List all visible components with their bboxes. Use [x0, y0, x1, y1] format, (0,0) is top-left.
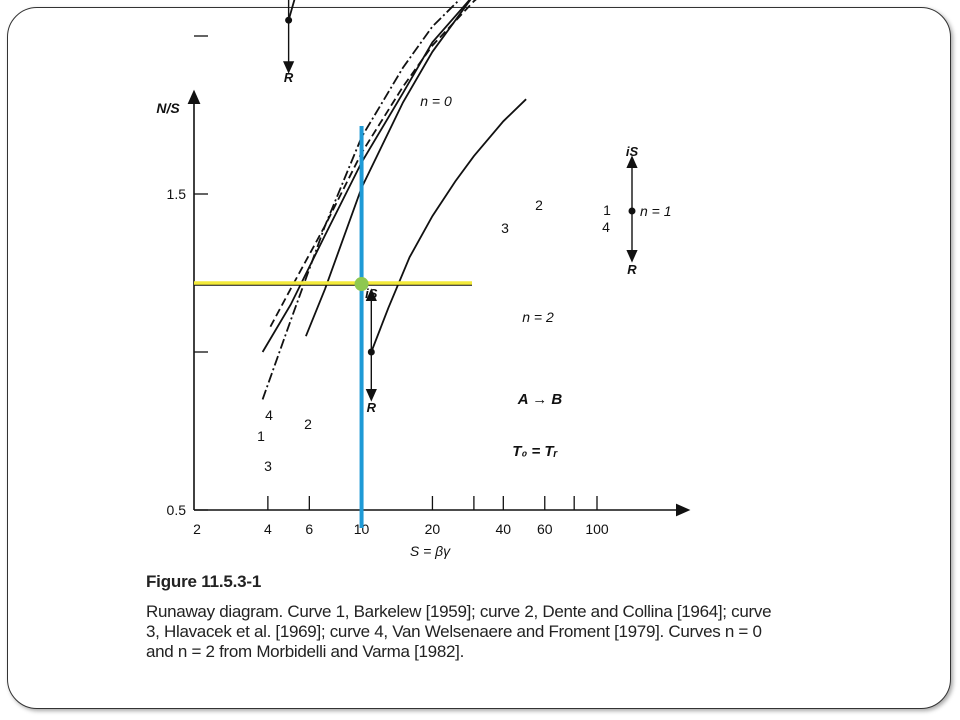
y-axis-label: N/S: [156, 100, 180, 116]
n1-label: n = 1: [640, 203, 672, 219]
caption-line: Runaway diagram. Curve 1, Barkelew [1959…: [146, 602, 772, 621]
x-tick-label: 100: [585, 521, 609, 537]
slide-frame: [7, 7, 951, 709]
caption-line: and n = 2 from Morbidelli and Varma [198…: [146, 642, 464, 661]
reaction-label: A → B: [517, 391, 563, 408]
x-tick-label: 60: [537, 521, 553, 537]
temperature-label: T₀ = Tᵣ: [512, 443, 558, 460]
n2-label: n = 2: [522, 309, 554, 325]
y-tick-label: 0.5: [167, 502, 187, 518]
curve-number-label: 2: [535, 197, 543, 213]
figure-caption-text: Runaway diagram. Curve 1, Barkelew [1959…: [146, 602, 876, 662]
x-tick-label: 2: [193, 521, 201, 537]
n2-r-label: R: [367, 400, 377, 415]
figure-title: Figure 11.5.3-1: [146, 572, 262, 591]
x-tick-label: 20: [425, 521, 441, 537]
n0-r-label: R: [284, 70, 294, 85]
x-tick-label: 10: [354, 521, 370, 537]
figure-caption: Figure 11.5.3-1 Runaway diagram. Curve 1…: [146, 572, 876, 662]
curve-1: [261, 0, 471, 353]
n0-label: n = 0: [420, 93, 452, 109]
n1-is-label: iS: [626, 144, 639, 159]
curve-number-label: 4: [265, 407, 273, 423]
curve-number-label: 3: [264, 458, 272, 474]
intersection-point: [354, 277, 369, 291]
curve-n2: [370, 98, 527, 353]
n2-is-label: iS: [365, 286, 378, 301]
curve-n0: [287, 0, 296, 21]
curve-number-label: 4: [602, 219, 610, 235]
curve-number-label: 3: [501, 220, 509, 236]
y-tick-label: 1.5: [167, 186, 187, 202]
caption-line: 3, Hlavacek et al. [1969]; curve 4, Van …: [146, 622, 762, 641]
x-tick-label: 40: [496, 521, 512, 537]
curve-3: [261, 0, 461, 400]
x-tick-label: 4: [264, 521, 272, 537]
curve-4: [269, 0, 477, 328]
curve-number-label: 1: [603, 202, 611, 218]
curve-2: [305, 0, 472, 337]
x-tick-label: 6: [305, 521, 313, 537]
curve-number-label: 2: [304, 416, 312, 432]
curve-number-label: 1: [257, 428, 265, 444]
x-axis-label: S = βγ: [410, 543, 451, 559]
n1-r-label: R: [627, 262, 637, 277]
